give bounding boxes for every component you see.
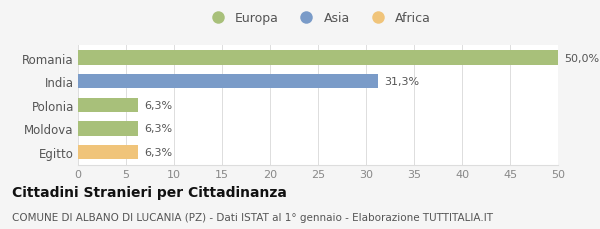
Bar — [78, 145, 139, 159]
Legend: Europa, Asia, Africa: Europa, Asia, Africa — [200, 7, 436, 30]
Bar — [78, 122, 139, 136]
Text: COMUNE DI ALBANO DI LUCANIA (PZ) - Dati ISTAT al 1° gennaio - Elaborazione TUTTI: COMUNE DI ALBANO DI LUCANIA (PZ) - Dati … — [12, 212, 493, 222]
Bar — [78, 98, 139, 112]
Text: 6,3%: 6,3% — [144, 147, 172, 157]
Text: 50,0%: 50,0% — [564, 53, 599, 63]
Text: 31,3%: 31,3% — [384, 77, 419, 87]
Text: 6,3%: 6,3% — [144, 124, 172, 134]
Bar — [78, 51, 558, 65]
Bar — [78, 75, 379, 89]
Text: 6,3%: 6,3% — [144, 100, 172, 110]
Text: Cittadini Stranieri per Cittadinanza: Cittadini Stranieri per Cittadinanza — [12, 185, 287, 199]
